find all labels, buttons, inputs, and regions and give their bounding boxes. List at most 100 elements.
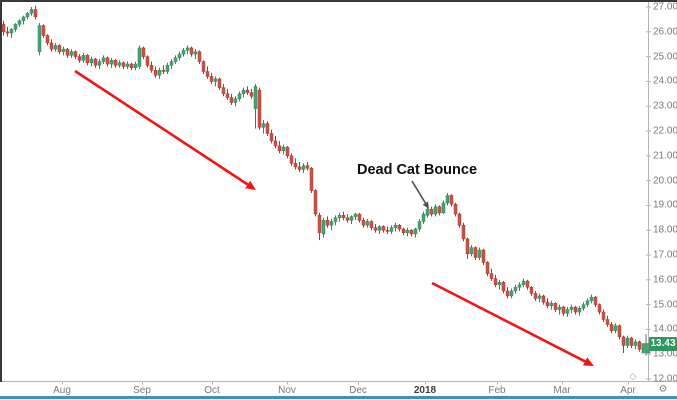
candle-up: [241, 89, 246, 95]
candle-down: [621, 336, 626, 346]
candle-up: [125, 63, 130, 67]
candle-down: [221, 87, 226, 95]
candle-up: [173, 57, 178, 62]
current-price-badge: 13.43: [649, 336, 677, 351]
trend-arrow: [431, 281, 586, 363]
candle-up: [477, 249, 482, 258]
candle-up: [233, 98, 238, 103]
candle-down: [161, 69, 166, 72]
candle-up: [21, 16, 26, 21]
candle-down: [457, 213, 462, 226]
candle-down: [209, 76, 214, 82]
candle-down: [197, 51, 202, 62]
candle-up: [537, 295, 542, 299]
candle-down: [153, 69, 158, 76]
axis-settings-button[interactable]: ⚙: [649, 382, 677, 397]
candle-down: [309, 167, 314, 191]
candle-down: [485, 262, 490, 274]
gear-icon: ⚙: [658, 384, 668, 395]
dead-cat-bounce-label: Dead Cat Bounce: [356, 162, 478, 178]
candle-up: [521, 280, 526, 286]
candle-up: [185, 47, 190, 51]
price-tick-label: 14.00: [653, 323, 677, 335]
time-tick-label: Aug: [53, 385, 71, 396]
candle-down: [269, 133, 274, 142]
price-tick-label: 25.00: [653, 51, 677, 63]
candle-down: [553, 303, 558, 310]
candle-up: [353, 213, 358, 217]
candle-down: [49, 42, 54, 50]
candle-up: [261, 123, 266, 128]
candle-down: [533, 293, 538, 299]
candle-down: [229, 97, 234, 103]
candle-down: [597, 304, 602, 313]
candle-down: [601, 311, 606, 320]
candle-up: [53, 45, 58, 50]
price-tick-label: 17.00: [653, 249, 677, 261]
candle-down: [205, 71, 210, 77]
candle-down: [249, 92, 254, 97]
candle-down: [493, 278, 498, 286]
candle-up: [509, 290, 514, 297]
candle-down: [93, 58, 98, 66]
candle-down: [121, 62, 126, 67]
candle-up: [497, 282, 502, 286]
candle-up: [469, 247, 474, 255]
candle-down: [593, 296, 598, 305]
candle-up: [213, 78, 218, 82]
candle-up: [117, 62, 122, 66]
candle-up: [421, 213, 426, 222]
candle-up: [589, 296, 594, 302]
candle-down: [77, 56, 82, 61]
candle-down: [33, 9, 38, 18]
candle-up: [565, 309, 570, 314]
trend-arrow: [74, 69, 249, 186]
price-tick-label: 18.00: [653, 224, 677, 236]
candle-up: [253, 86, 258, 109]
candle-down: [541, 295, 546, 303]
candle-up: [17, 20, 22, 25]
candle-up: [25, 12, 30, 18]
candle-up: [157, 69, 162, 76]
candle-up: [405, 229, 410, 233]
candle-down: [473, 247, 478, 258]
candle-down: [265, 123, 270, 134]
candle-up: [193, 51, 198, 55]
candle-up: [301, 165, 306, 170]
candle-up: [433, 206, 438, 215]
candle-up: [165, 65, 170, 72]
time-tick-label: Sep: [133, 385, 151, 396]
candle-down: [637, 341, 642, 350]
candle-up: [29, 9, 34, 14]
candle-down: [489, 273, 494, 279]
price-tick-label: 24.00: [653, 75, 677, 87]
candle-up: [417, 221, 422, 230]
candle-down: [45, 35, 50, 44]
candle-up: [281, 146, 286, 152]
candle-down: [361, 220, 366, 226]
candle-up: [425, 208, 430, 216]
candle-up: [613, 325, 618, 331]
candle-down: [305, 165, 310, 169]
candle-down: [461, 224, 466, 240]
candle-down: [1, 24, 6, 33]
candle-down: [397, 224, 402, 230]
candle-up: [169, 61, 174, 66]
candle-down: [525, 280, 530, 288]
candle-down: [617, 325, 622, 338]
candle-up: [349, 216, 354, 221]
candle-down: [105, 57, 110, 65]
chart-left-border: [0, 0, 2, 382]
candle-up: [81, 55, 86, 61]
candle-down: [189, 47, 194, 55]
time-tick-label: 2018: [413, 385, 437, 396]
time-tick-label: Nov: [278, 385, 296, 396]
candle-down: [357, 213, 362, 221]
candle-down: [313, 190, 318, 215]
candle-up: [557, 306, 562, 310]
candle-down: [245, 89, 250, 93]
candle-up: [69, 51, 74, 56]
candle-down: [277, 145, 282, 152]
candle-down: [57, 45, 62, 52]
